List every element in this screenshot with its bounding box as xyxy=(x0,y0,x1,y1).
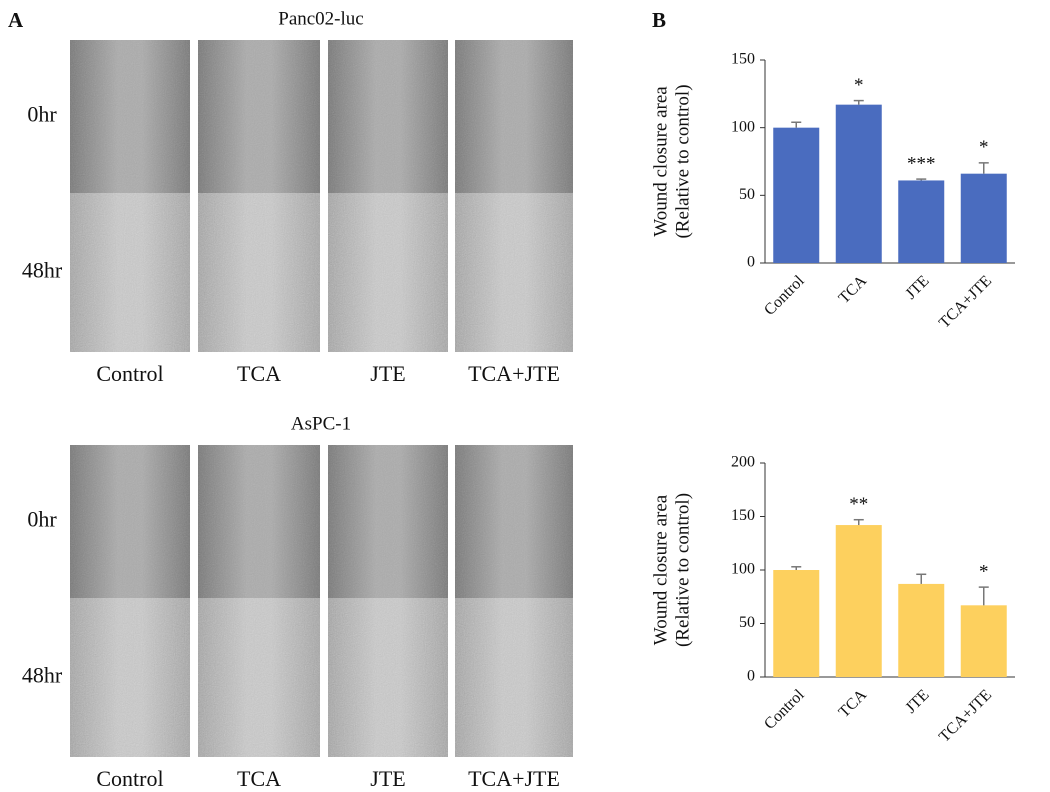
y-tick-label: 150 xyxy=(731,51,755,68)
bar xyxy=(960,173,1007,263)
y-tick-label: 100 xyxy=(731,561,755,578)
row-label: 0hr xyxy=(27,507,57,532)
column-label: JTE xyxy=(370,766,405,791)
y-axis-label: Wound closure area xyxy=(650,494,671,645)
bar xyxy=(835,104,882,263)
wound-gap xyxy=(328,598,448,757)
column-label: TCA xyxy=(237,361,281,386)
row-label: 0hr xyxy=(27,102,57,127)
column-label: JTE xyxy=(370,361,405,386)
wound-gap xyxy=(328,193,448,352)
column-label: Control xyxy=(96,361,163,386)
wound-gap xyxy=(198,40,320,193)
block-title: AsPC-1 xyxy=(291,413,351,434)
block-title: Panc02-luc xyxy=(278,8,363,29)
x-tick-label: TCA+JTE xyxy=(936,272,995,331)
x-tick-label: TCA+JTE xyxy=(936,686,995,745)
wound-gap xyxy=(455,193,573,352)
wound-gap xyxy=(198,445,320,598)
wound-gap xyxy=(70,193,190,352)
x-tick-label: TCA xyxy=(836,686,871,721)
wound-gap xyxy=(198,598,320,757)
significance: * xyxy=(979,561,989,582)
wound-gap xyxy=(328,40,448,193)
significance: ** xyxy=(849,494,868,515)
y-tick-label: 50 xyxy=(739,614,755,631)
y-tick-label: 0 xyxy=(747,668,755,685)
wound-gap xyxy=(70,598,190,757)
y-axis-label: (Relative to control) xyxy=(672,84,693,238)
x-tick-label: JTE xyxy=(902,272,932,302)
wound-gap xyxy=(70,445,190,598)
bar xyxy=(835,525,882,677)
column-label: Control xyxy=(96,766,163,791)
y-tick-label: 200 xyxy=(731,454,755,471)
wound-gap xyxy=(198,193,320,352)
bar xyxy=(773,570,820,677)
panel-label: A xyxy=(8,8,24,32)
y-tick-label: 150 xyxy=(731,507,755,524)
column-label: TCA+JTE xyxy=(468,766,560,791)
wound-gap xyxy=(328,445,448,598)
x-tick-label: Control xyxy=(761,686,808,733)
bar xyxy=(898,180,945,263)
y-tick-label: 50 xyxy=(739,186,755,203)
bar xyxy=(898,583,945,677)
significance: * xyxy=(854,75,864,96)
column-label: TCA+JTE xyxy=(468,361,560,386)
y-axis-label: (Relative to control) xyxy=(672,493,693,647)
y-axis-label: Wound closure area xyxy=(650,86,671,237)
wound-gap xyxy=(70,40,190,193)
x-tick-label: TCA xyxy=(836,272,871,307)
wound-gap xyxy=(455,40,573,193)
row-label: 48hr xyxy=(22,258,63,283)
bar xyxy=(773,127,820,264)
x-tick-label: Control xyxy=(761,272,808,319)
y-tick-label: 100 xyxy=(731,118,755,135)
x-tick-label: JTE xyxy=(902,686,932,716)
wound-gap xyxy=(455,598,573,757)
wound-gap xyxy=(455,445,573,598)
y-tick-label: 0 xyxy=(747,254,755,271)
bar xyxy=(960,605,1007,677)
significance: *** xyxy=(907,153,936,174)
column-label: TCA xyxy=(237,766,281,791)
row-label: 48hr xyxy=(22,663,63,688)
significance: * xyxy=(979,137,989,158)
panel-label: B xyxy=(652,8,666,32)
